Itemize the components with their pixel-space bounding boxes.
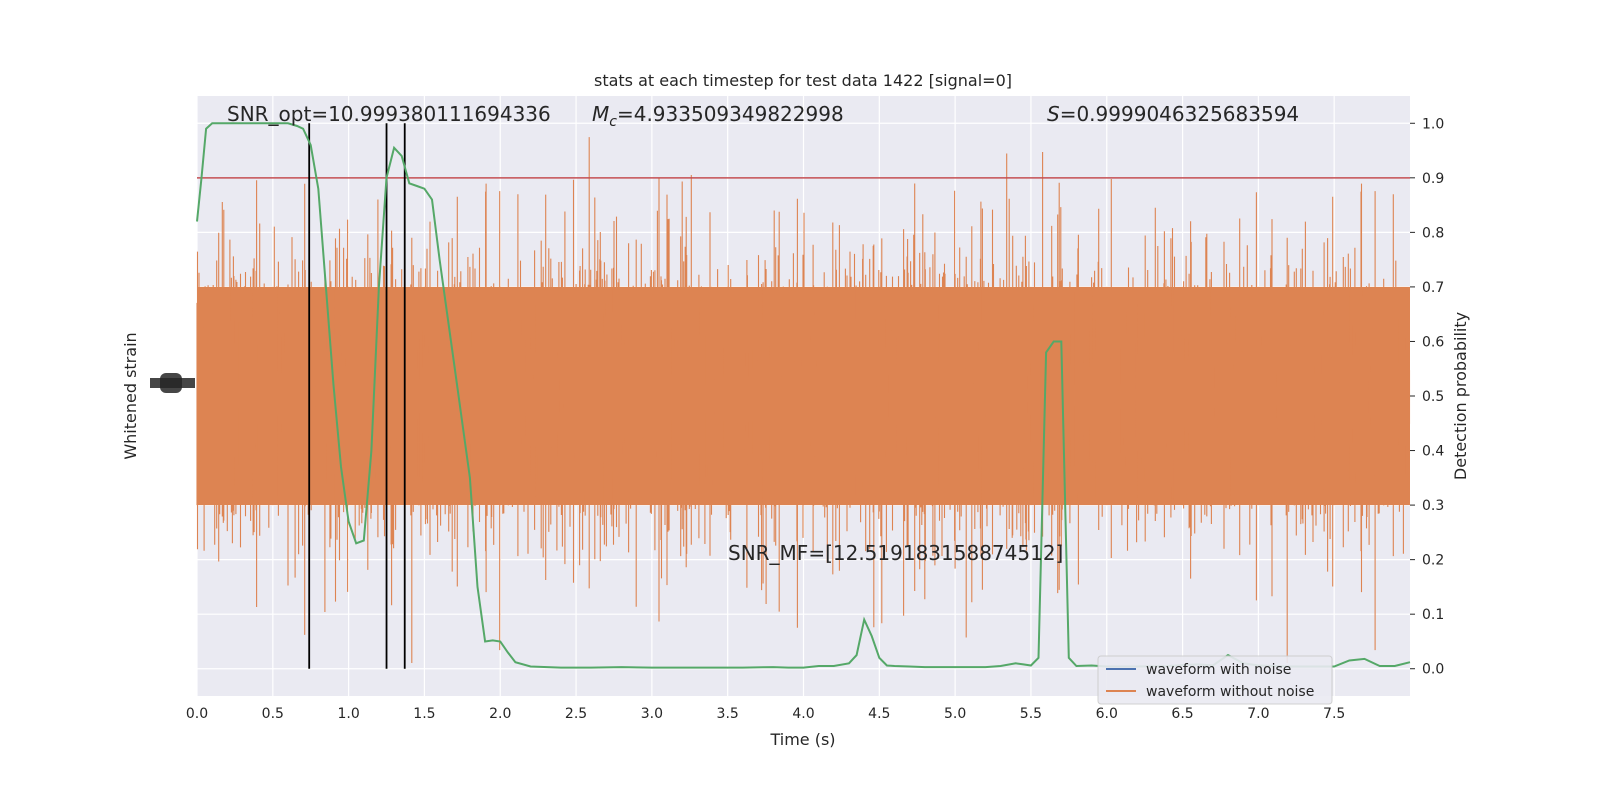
x-tick-label: 6.0 (1096, 706, 1118, 722)
annotation-mc-sub: c (609, 114, 617, 130)
x-tick-label: 5.5 (1020, 706, 1042, 722)
x-tick-label: 2.0 (489, 706, 511, 722)
left-axis-ticks (150, 373, 195, 393)
x-tick-label: 7.5 (1323, 706, 1345, 722)
y-tick-label: 0.5 (1422, 389, 1444, 405)
y-tick-label: 0.2 (1422, 553, 1444, 569)
annotation-s: S=0.9999046325683594 (1047, 102, 1299, 126)
annotation-s-symbol: S (1047, 102, 1060, 126)
x-axis-ticks: 0.0 0.5 1.0 1.5 2.0 2.5 3.0 3.5 4.0 4.5 5.0 5.5 6.0 6… (186, 706, 1345, 722)
x-tick-label: 2.5 (565, 706, 587, 722)
y-tick-label: 0.8 (1422, 225, 1444, 241)
y-tick-label: 0.1 (1422, 607, 1444, 623)
annotation-mc-symbol: M (592, 102, 609, 126)
y-tick-label: 0.7 (1422, 280, 1444, 296)
chart-title: stats at each timestep for test data 142… (594, 71, 1012, 90)
annotation-snr-mf: SNR_MF=[12.519183158874512] (728, 541, 1063, 565)
y-tick-label: 0.6 (1422, 334, 1444, 350)
y-tick-label: 0.9 (1422, 171, 1444, 187)
vertical-markers (308, 123, 406, 669)
x-tick-label: 0.5 (262, 706, 284, 722)
y-axis-left-label: Whitened strain (121, 332, 140, 459)
legend: waveform with noise waveform without noi… (1097, 655, 1333, 705)
x-tick-label: 7.0 (1247, 706, 1269, 722)
legend-box (1097, 655, 1333, 705)
series-waveform-without-noise (196, 137, 1411, 663)
x-tick-label: 6.5 (1171, 706, 1193, 722)
y-axis-right-label: Detection probability (1451, 312, 1470, 480)
annotation-snr-opt: SNR_opt=10.999380111694336 (227, 102, 551, 126)
x-tick-label: 3.0 (641, 706, 663, 722)
x-tick-label: 1.0 (337, 706, 359, 722)
annotation-mc-value: =4.933509349822998 (617, 102, 844, 126)
legend-entry-waveform-without-noise: waveform without noise (1146, 684, 1314, 700)
noise-trace (196, 137, 1411, 663)
y-axis-right-ticks: 0.0 0.1 0.2 0.3 0.4 0.5 0.6 0.7 0.8 0.9 1.0 (1410, 116, 1444, 678)
x-tick-label: 4.5 (868, 706, 890, 722)
y-tick-label: 0.0 (1422, 662, 1444, 678)
x-tick-label: 1.5 (413, 706, 435, 722)
x-axis-label: Time (s) (769, 730, 835, 749)
y-tick-label: 0.3 (1422, 498, 1444, 514)
x-tick-label: 4.0 (792, 706, 814, 722)
x-tick-label: 3.5 (717, 706, 739, 722)
x-tick-label: 0.0 (186, 706, 208, 722)
x-tick-label: 5.0 (944, 706, 966, 722)
annotation-mc: Mc=4.933509349822998 (592, 102, 844, 130)
annotation-s-value: =0.9999046325683594 (1060, 102, 1299, 126)
legend-entry-waveform-with-noise: waveform with noise (1146, 662, 1291, 678)
y-tick-label: 1.0 (1422, 116, 1444, 132)
y-tick-label: 0.4 (1422, 444, 1444, 460)
